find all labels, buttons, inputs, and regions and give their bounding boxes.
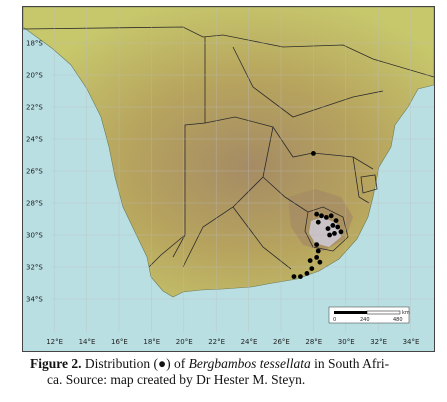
occurrence-point bbox=[338, 229, 344, 235]
occurrence-point bbox=[330, 223, 336, 228]
latitude-label: 30°S bbox=[26, 232, 43, 240]
occurrence-point bbox=[304, 271, 310, 276]
longitude-label: 20°E bbox=[176, 338, 193, 346]
latitude-label: 26°S bbox=[26, 168, 43, 176]
occurrence-point bbox=[333, 218, 339, 224]
occurrence-point bbox=[325, 226, 331, 232]
map-canvas: 18°S 20°S 22°S 24°S 26°S 28°S 30°S 32°S 34°S 12°… bbox=[23, 7, 434, 351]
occurrence-point bbox=[327, 232, 332, 238]
longitude-label: 12°E bbox=[46, 338, 63, 346]
country-borders bbox=[23, 26, 434, 270]
longitude-label: 34°E bbox=[403, 338, 420, 346]
occurrence-point bbox=[335, 224, 341, 230]
occurrence-points bbox=[291, 151, 344, 279]
longitude-label: 22°E bbox=[208, 338, 225, 346]
latitude-label: 24°S bbox=[26, 136, 43, 144]
scale-bar: km 0 240 480 bbox=[328, 306, 410, 324]
occurrence-point bbox=[317, 259, 323, 265]
scale-tick-480: 480 bbox=[393, 317, 403, 323]
latitude-label: 34°S bbox=[26, 296, 43, 304]
occurrence-point bbox=[332, 231, 337, 236]
occurrence-point bbox=[314, 242, 320, 248]
occurrence-point bbox=[328, 213, 334, 219]
occurrence-point bbox=[311, 151, 316, 156]
longitude-label: 32°E bbox=[370, 338, 387, 346]
latitude-label: 22°S bbox=[26, 104, 43, 112]
latitude-label: 18°S bbox=[26, 40, 43, 48]
occurrence-point bbox=[309, 266, 315, 271]
caption-text-before: Distribution (●) of bbox=[81, 356, 189, 371]
occurrence-point bbox=[315, 219, 321, 225]
occurrence-point bbox=[307, 258, 313, 263]
occurrence-point bbox=[314, 211, 320, 217]
longitude-labels: 12°E 14°E 16°E 18°E 20°E 22°E 24°E 26°E 28°E 30°E… bbox=[46, 338, 419, 346]
latitude-label: 20°S bbox=[26, 72, 43, 80]
latitude-label: 32°S bbox=[26, 264, 43, 272]
graticule bbox=[53, 7, 434, 332]
scale-tick-0: 0 bbox=[333, 317, 336, 323]
occurrence-point bbox=[323, 215, 329, 220]
scale-tick-240: 240 bbox=[360, 317, 370, 323]
occurrence-point bbox=[314, 255, 320, 260]
longitude-label: 18°E bbox=[143, 338, 160, 346]
caption-text-after: in South Afri- bbox=[310, 356, 390, 371]
longitude-label: 26°E bbox=[273, 338, 290, 346]
occurrence-point bbox=[291, 274, 297, 279]
caption-line-2: ca. Source: map created by Dr Hester M. … bbox=[47, 372, 306, 387]
map: 18°S 20°S 22°S 24°S 26°S 28°S 30°S 32°S 34°S 12°… bbox=[22, 6, 435, 352]
figure-label: Figure 2. bbox=[30, 356, 82, 371]
latitude-label: 28°S bbox=[26, 200, 43, 208]
scale-unit: km bbox=[402, 310, 410, 316]
species-name: Bergbambos tessellata bbox=[188, 356, 311, 371]
longitude-label: 30°E bbox=[338, 338, 355, 346]
occurrence-point bbox=[315, 248, 321, 254]
longitude-label: 16°E bbox=[111, 338, 128, 346]
occurrence-point bbox=[319, 213, 324, 219]
figure-caption: Figure 2. Distribution (●) of Bergbambos… bbox=[30, 356, 440, 388]
longitude-label: 28°E bbox=[305, 338, 322, 346]
occurrence-point bbox=[298, 274, 303, 279]
longitude-label: 24°E bbox=[241, 338, 258, 346]
latitude-labels: 18°S 20°S 22°S 24°S 26°S 28°S 30°S 32°S 34°S bbox=[26, 40, 43, 304]
longitude-label: 14°E bbox=[79, 338, 96, 346]
